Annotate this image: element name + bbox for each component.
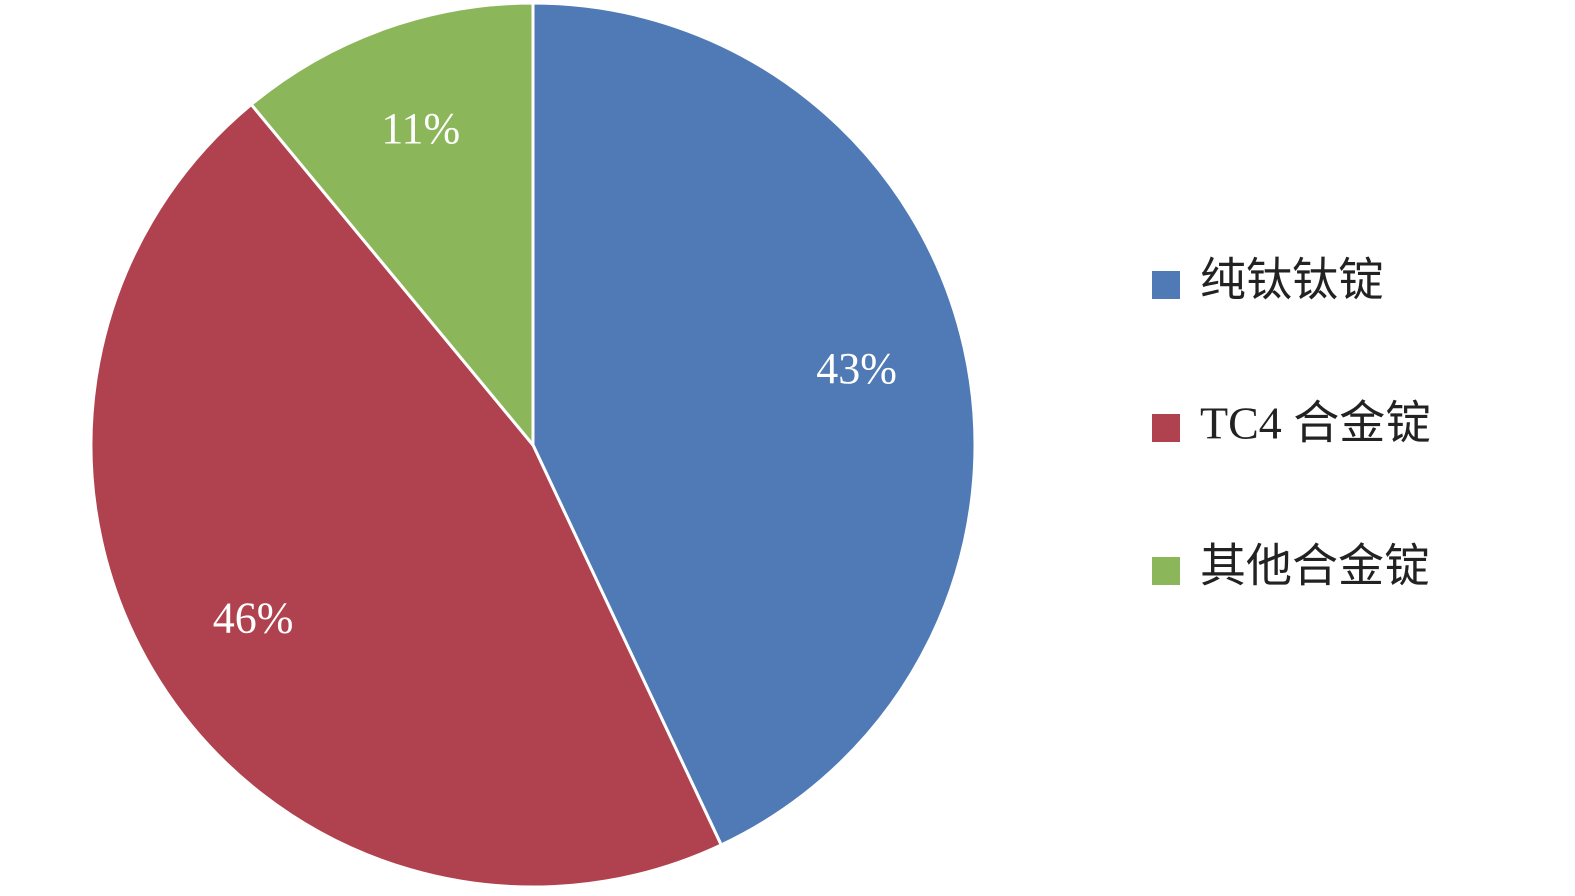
pie-slice xyxy=(531,1,977,847)
data-label: 11% xyxy=(381,104,460,153)
data-label: 46% xyxy=(213,594,294,643)
legend-swatch xyxy=(1152,414,1180,442)
data-label: 43% xyxy=(816,344,897,393)
legend-label: 其他合金锭 xyxy=(1200,541,1430,592)
legend-swatch xyxy=(1152,557,1180,585)
legend-label: 纯钛钛锭 xyxy=(1200,255,1384,306)
pie-slice xyxy=(249,1,535,450)
legend-swatch xyxy=(1152,271,1180,299)
pie-slice xyxy=(89,102,724,889)
legend-label: TC4 合金锭 xyxy=(1200,398,1431,449)
